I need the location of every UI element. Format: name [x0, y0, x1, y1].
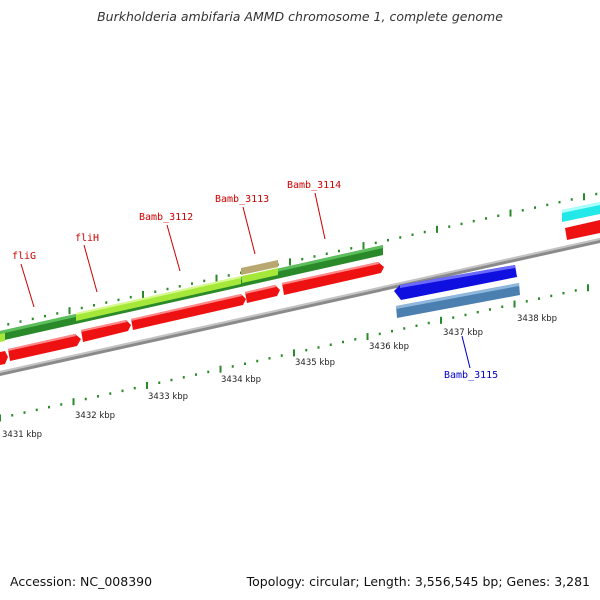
- cds-arrow[interactable]: [81, 320, 131, 342]
- accession-text: Accession: NC_008390: [10, 574, 153, 589]
- kbp-label: 3432 kbp: [75, 411, 115, 421]
- reverse-gene-band: [394, 265, 520, 318]
- map-title: Burkholderia ambifaria AMMD chromosome 1…: [97, 9, 503, 24]
- cds-arrow[interactable]: [245, 285, 280, 303]
- gene-label-bamb3114[interactable]: Bamb_3114: [287, 180, 341, 191]
- backbone: [0, 238, 600, 376]
- genome-summary-text: Topology: circular; Length: 3,556,545 bp…: [246, 574, 590, 589]
- gene-label-bamb3112[interactable]: Bamb_3112: [139, 212, 193, 223]
- gene-cyan[interactable]: [562, 202, 600, 222]
- gene-label-flih[interactable]: fliH: [75, 233, 99, 244]
- cds-arrow[interactable]: [565, 220, 600, 240]
- kbp-label: 3438 kbp: [517, 314, 557, 324]
- cds-arrow[interactable]: [282, 262, 384, 295]
- kbp-label: 3434 kbp: [221, 375, 261, 385]
- label-leaders: [20, 192, 471, 369]
- kbp-label: 3436 kbp: [369, 342, 409, 352]
- cds-arrows: [0, 220, 600, 365]
- kbp-label: 3433 kbp: [148, 392, 188, 402]
- gene-labels: fliG fliH Bamb_3112 Bamb_3113 Bamb_3114 …: [12, 180, 498, 381]
- gene-label-bamb3115[interactable]: Bamb_3115: [444, 370, 498, 381]
- kbp-label: 3437 kbp: [443, 328, 483, 338]
- gene-label-flig[interactable]: fliG: [12, 251, 36, 262]
- forward-gene-band: [0, 245, 383, 342]
- gene-blue-arrow[interactable]: [394, 265, 517, 300]
- kbp-label: 3431 kbp: [2, 430, 42, 440]
- inner-tick-ring: [0, 284, 589, 422]
- gene-label-bamb3113[interactable]: Bamb_3113: [215, 194, 269, 205]
- kbp-labels: 3431 kbp 3432 kbp 3433 kbp 3434 kbp 3435…: [2, 314, 557, 440]
- kbp-label: 3435 kbp: [295, 358, 335, 368]
- gene-bamb3113[interactable]: [241, 260, 278, 275]
- cds-arrow[interactable]: [0, 351, 8, 365]
- gene-bamb3115[interactable]: [396, 283, 520, 318]
- cds-arrow[interactable]: [8, 334, 81, 361]
- cds-arrow[interactable]: [131, 294, 246, 330]
